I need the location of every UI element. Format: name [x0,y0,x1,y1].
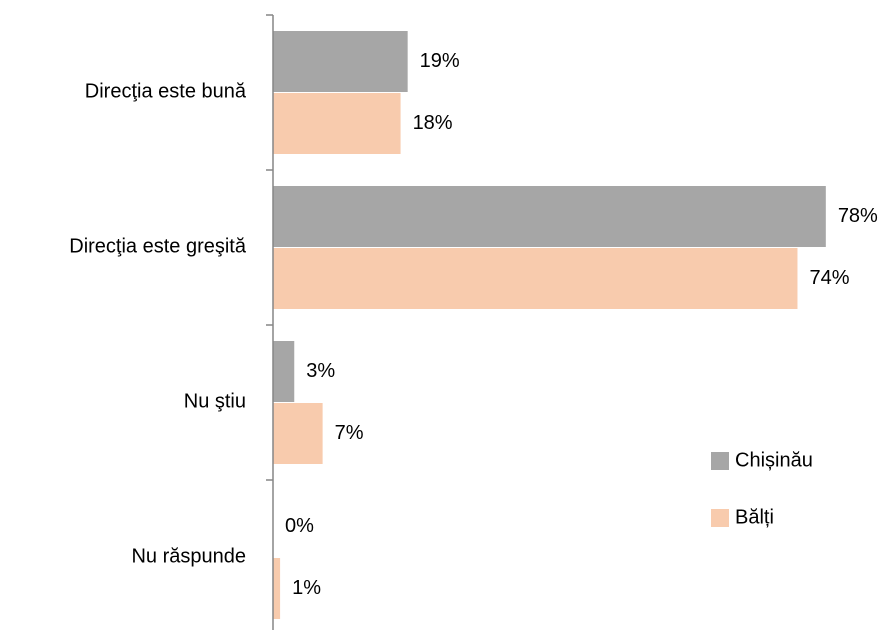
legend-swatch [711,509,729,527]
data-label: 1% [292,577,321,599]
y-tick-label: Direcţia este bună [85,80,247,102]
bar [273,248,798,309]
legend-label: Chișinău [735,449,813,471]
y-tick-label: Direcţia este greşită [69,235,247,257]
data-label: 19% [420,50,460,72]
bar [273,341,295,402]
data-label: 74% [809,267,849,289]
data-label: 78% [838,205,878,227]
bar [273,31,408,92]
y-tick-label: Nu răspunde [131,545,246,567]
data-label: 18% [413,112,453,134]
legend-label: Bălți [735,506,774,528]
data-label: 7% [335,422,364,444]
y-tick-label: Nu ştiu [184,390,246,412]
data-label: 0% [285,515,314,537]
legend-swatch [711,452,729,470]
bar [273,186,826,247]
bar [273,558,281,619]
data-label: 3% [306,360,335,382]
bar [273,93,401,154]
bar [273,403,323,464]
